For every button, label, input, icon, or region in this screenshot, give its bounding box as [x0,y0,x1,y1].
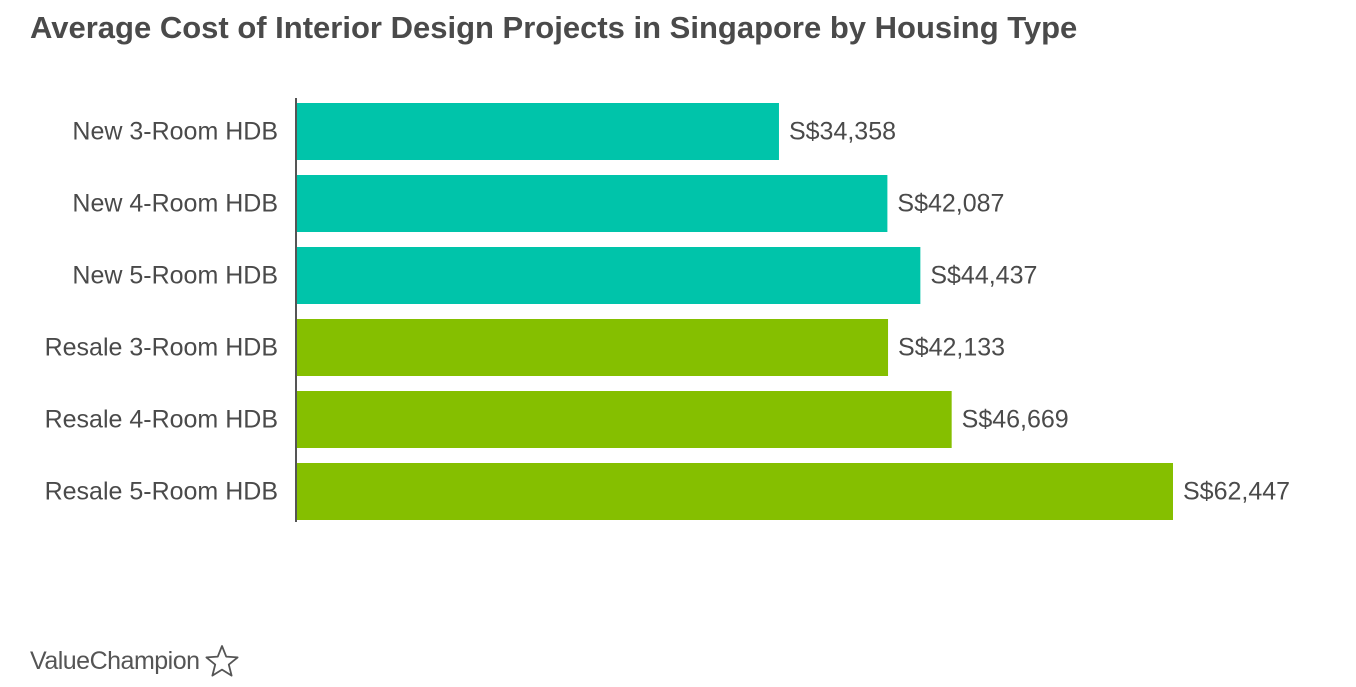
bar-3 [297,247,921,304]
category-label: New 4-Room HDB [72,190,278,218]
bar-1 [297,103,779,160]
bar-6 [297,463,1173,520]
value-label: S$44,437 [930,262,1037,290]
value-label: S$42,133 [898,334,1005,362]
chart-title: Average Cost of Interior Design Projects… [30,10,1078,45]
brand-name: ValueChampion [30,646,200,675]
value-label: S$46,669 [962,406,1069,434]
brand-logo: ValueChampion [30,644,240,678]
category-label: Resale 3-Room HDB [45,334,278,362]
category-label: New 3-Room HDB [72,118,278,146]
bar-5 [297,391,952,448]
bar-4 [297,319,889,376]
star-outline-icon [205,645,239,677]
value-label: S$34,358 [789,118,896,146]
category-label: Resale 5-Room HDB [45,478,278,506]
category-label: New 5-Room HDB [72,262,278,290]
category-label: Resale 4-Room HDB [45,406,278,434]
value-label: S$62,447 [1183,478,1290,506]
bar-2 [297,175,888,232]
value-label: S$42,087 [897,190,1004,218]
